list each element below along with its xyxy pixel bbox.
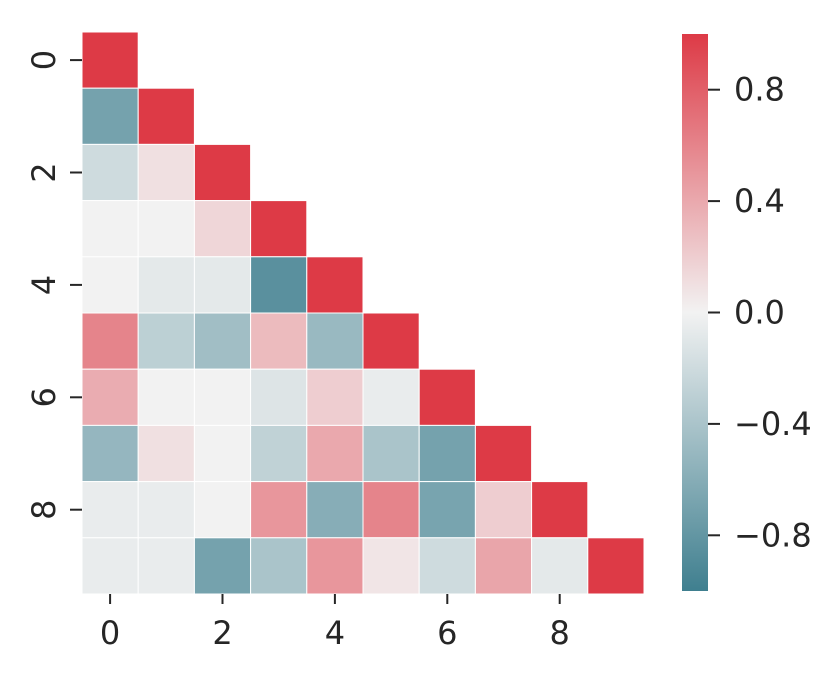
heatmap-cell-r8-c3	[250, 481, 308, 539]
heatmap-cell-r1-c1	[137, 87, 195, 145]
y-axis: 0 2 4 6 8	[25, 50, 82, 520]
heatmap-cell-r4-c0	[81, 256, 139, 314]
heatmap-cell-r8-c2	[193, 481, 252, 539]
heatmap-cell-r7-c4	[306, 424, 364, 483]
heatmap-cell-r3-c0	[81, 200, 139, 258]
heatmap-cell-r6-c0	[81, 368, 139, 426]
heatmap-cell-r3-c1	[137, 200, 195, 258]
x-tick-label-2: 2	[212, 614, 232, 652]
heatmap-cell-r6-c3	[250, 368, 308, 426]
heatmap-cell-r9-c6	[418, 537, 476, 595]
colorbar-tick-label-3: −0.4	[734, 405, 812, 443]
heatmap-cell-r6-c6	[418, 368, 476, 426]
y-tick-label-2: 2	[25, 162, 63, 182]
heatmap-cell-r7-c3	[250, 424, 308, 483]
heatmap-cell-r2-c0	[81, 143, 139, 202]
x-tick-label-0: 0	[100, 614, 120, 652]
heatmap-cell-r7-c7	[474, 424, 533, 483]
colorbar-tick-label-0: 0.8	[734, 71, 785, 109]
heatmap-cell-r8-c8	[531, 481, 589, 539]
heatmap-cell-r9-c7	[474, 537, 533, 595]
x-tick-label-6: 6	[437, 614, 457, 652]
heatmap-cell-r9-c0	[81, 537, 139, 595]
heatmap-cell-r1-c0	[81, 87, 139, 145]
heatmap-cell-r3-c3	[250, 200, 308, 258]
colorbar-tick-label-1: 0.4	[734, 182, 785, 220]
heatmap-cell-r3-c2	[193, 200, 252, 258]
heatmap-cell-r0-c0	[81, 31, 139, 89]
heatmap-cell-r9-c5	[362, 537, 420, 595]
heatmap-cell-r4-c4	[306, 256, 364, 314]
heatmap-cell-r8-c4	[306, 481, 364, 539]
heatmap-cell-r7-c2	[193, 424, 252, 483]
heatmap-cell-r5-c1	[137, 312, 195, 370]
heatmap-cell-r8-c0	[81, 481, 139, 539]
y-tick-label-8: 8	[25, 500, 63, 520]
heatmap-cell-r9-c2	[193, 537, 252, 595]
heatmap-cell-r8-c1	[137, 481, 195, 539]
y-tick-label-4: 4	[25, 275, 63, 295]
colorbar-tick-label-4: −0.8	[734, 516, 812, 554]
heatmap-cell-r8-c6	[418, 481, 476, 539]
heatmap-cell-r5-c3	[250, 312, 308, 370]
heatmap-cell-r9-c4	[306, 537, 364, 595]
heatmap-cell-r7-c1	[137, 424, 195, 483]
heatmap-cell-r7-c5	[362, 424, 420, 483]
heatmap-cell-r9-c8	[531, 537, 589, 595]
heatmap-cell-r2-c1	[137, 143, 195, 202]
x-tick-label-8: 8	[550, 614, 570, 652]
heatmap-cell-r9-c3	[250, 537, 308, 595]
heatmap-cell-r6-c1	[137, 368, 195, 426]
heatmap-cell-r6-c4	[306, 368, 364, 426]
heatmap-cell-r9-c9	[587, 537, 645, 595]
y-tick-label-0: 0	[25, 50, 63, 70]
heatmap-cell-r6-c5	[362, 368, 420, 426]
heatmap-cell-r8-c5	[362, 481, 420, 539]
heatmap-cell-r5-c5	[362, 312, 420, 370]
heatmap-cell-r5-c0	[81, 312, 139, 370]
heatmap-cells	[81, 31, 645, 595]
colorbar-tick-label-2: 0.0	[734, 294, 785, 332]
heatmap-cell-r2-c2	[193, 143, 252, 202]
heatmap-cell-r7-c0	[81, 424, 139, 483]
heatmap-cell-r4-c3	[250, 256, 308, 314]
heatmap-cell-r6-c2	[193, 368, 252, 426]
y-tick-label-6: 6	[25, 387, 63, 407]
x-axis: 0 2 4 6 8	[100, 594, 570, 652]
heatmap-cell-r4-c2	[193, 256, 252, 314]
heatmap-cell-r5-c2	[193, 312, 252, 370]
x-tick-label-4: 4	[325, 614, 345, 652]
heatmap-cell-r9-c1	[137, 537, 195, 595]
heatmap-cell-r8-c7	[474, 481, 533, 539]
colorbar-bar	[682, 34, 708, 591]
colorbar: 0.8 0.4 0.0 −0.4 −0.8	[682, 34, 812, 591]
heatmap-cell-r5-c4	[306, 312, 364, 370]
heatmap-cell-r4-c1	[137, 256, 195, 314]
heatmap-cell-r7-c6	[418, 424, 476, 483]
